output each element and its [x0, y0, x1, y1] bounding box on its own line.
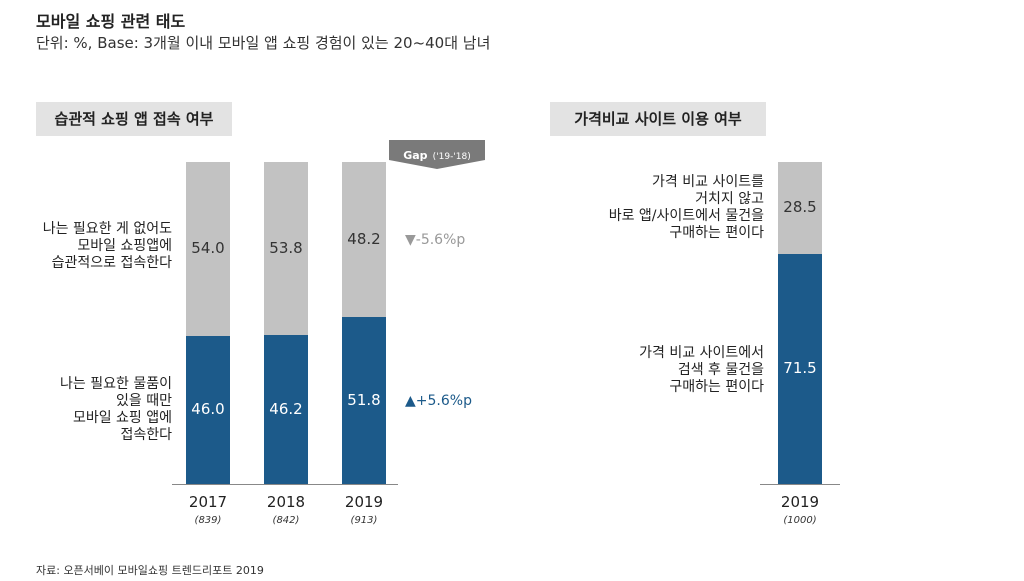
x-tick-label: 2019 [344, 493, 384, 511]
left-top-label-line: 습관적으로 접속한다 [51, 255, 172, 271]
right-top-label-line: 거치지 않고 [695, 191, 764, 207]
bar-bottom-segment [264, 335, 308, 484]
sample-size-label: (839) [194, 515, 222, 526]
right-top-label-line: 가격 비교 사이트를 [652, 174, 764, 190]
bar-bottom-value-label: 46.0 [191, 399, 225, 418]
gap-header-shape [389, 140, 485, 169]
x-tick-label: 2017 [188, 493, 228, 511]
left-top-label-line: 나는 필요한 게 없어도 [42, 221, 172, 237]
sample-size-label: (842) [272, 515, 300, 526]
gap-down-value: ▼-5.6%p [405, 232, 466, 248]
right-bottom-label-line: 검색 후 물건을 [677, 362, 764, 378]
source-note: 자료: 오픈서베이 모바일쇼핑 트렌드리포트 2019 [36, 564, 264, 577]
page-subtitle: 단위: %, Base: 3개월 이내 모바일 앱 쇼핑 경험이 있는 20~4… [36, 34, 491, 52]
bar-bottom-value-label: 46.2 [269, 399, 303, 418]
x-axis-line [760, 484, 840, 485]
gap-label: Gap [403, 149, 428, 162]
bar-top-value-label: 28.5 [783, 197, 817, 216]
bar-bottom-segment [342, 317, 386, 484]
left-top-label-line: 모바일 쇼핑앱에 [77, 238, 172, 254]
bar-top-segment [186, 162, 230, 336]
right-bottom-label-line: 구매하는 편이다 [669, 379, 764, 395]
bar-top-segment [264, 162, 308, 336]
bar-top-segment [778, 162, 822, 254]
sample-size-label: (913) [350, 515, 378, 526]
sample-size-label: (1000) [783, 515, 817, 526]
x-tick-label: 2019 [780, 493, 820, 511]
page-title: 모바일 쇼핑 관련 태도 [36, 12, 186, 31]
right-top-label-line: 바로 앱/사이트에서 물건을 [608, 208, 764, 224]
right-bottom-series-label: 가격 비교 사이트에서 검색 후 물건을 구매하는 편이다 [639, 345, 764, 396]
right-top-label-line: 구매하는 편이다 [669, 225, 764, 241]
bar-bottom-value-label: 71.5 [783, 358, 817, 377]
bar-top-segment [342, 162, 386, 318]
left-top-series-label: 나는 필요한 게 없어도 모바일 쇼핑앱에 습관적으로 접속한다 [43, 221, 172, 272]
left-bottom-label-line: 있을 때만 [116, 393, 172, 409]
right-chart-title: 가격비교 사이트 이용 여부 [550, 102, 766, 136]
x-axis-line [172, 484, 398, 485]
gap-header: Gap ('19-'18) [389, 140, 485, 170]
left-bottom-label-line: 접속한다 [120, 427, 172, 443]
left-bottom-label-line: 모바일 쇼핑 앱에 [72, 410, 172, 426]
left-bottom-series-label: 나는 필요한 물품이 있을 때만 모바일 쇼핑 앱에 접속한다 [60, 376, 172, 444]
right-top-series-label: 가격 비교 사이트를 거치지 않고 바로 앱/사이트에서 물건을 구매하는 편이다 [609, 174, 764, 242]
left-bottom-label-line: 나는 필요한 물품이 [60, 376, 172, 392]
bar-top-value-label: 53.8 [269, 238, 303, 257]
bar-bottom-value-label: 51.8 [347, 390, 381, 409]
gap-up-value: ▲+5.6%p [405, 393, 472, 409]
bar-top-value-label: 54.0 [191, 238, 225, 257]
left-chart-title: 습관적 쇼핑 앱 접속 여부 [36, 102, 232, 136]
bar-bottom-segment [778, 253, 822, 484]
gap-period: ('19-'18) [432, 152, 471, 162]
bar-top-value-label: 48.2 [347, 229, 381, 248]
bar-bottom-segment [186, 335, 230, 484]
right-bottom-label-line: 가격 비교 사이트에서 [639, 345, 764, 361]
x-tick-label: 2018 [266, 493, 306, 511]
